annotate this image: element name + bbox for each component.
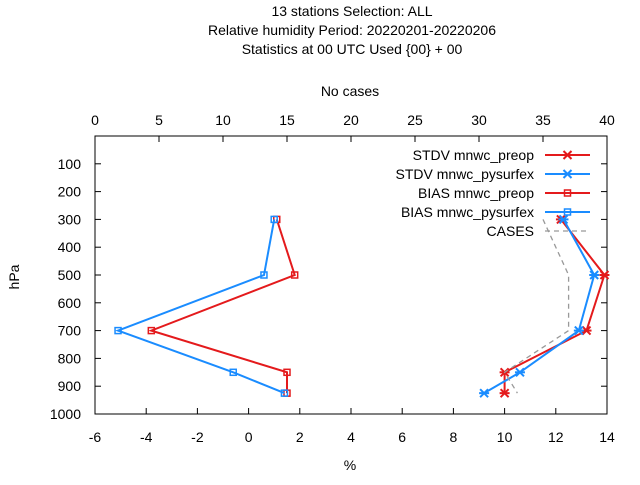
x2-axis-label: No cases xyxy=(321,83,379,99)
legend-label: BIAS mnwc_pysurfex xyxy=(401,204,534,220)
data-point xyxy=(589,270,600,280)
x2-tick-label: 10 xyxy=(215,112,231,128)
y-tick-label: 500 xyxy=(58,267,82,283)
y-tick-label: 700 xyxy=(58,323,82,339)
data-point xyxy=(290,271,299,279)
legend-label: CASES xyxy=(487,223,534,239)
data-point xyxy=(260,271,268,279)
y-axis-label: hPa xyxy=(6,264,22,289)
data-point xyxy=(599,270,610,280)
legend-label: BIAS mnwc_preop xyxy=(418,185,534,201)
data-point xyxy=(499,388,510,398)
legend: STDV mnwc_preop STDV mnwc_pysurfex BIAS mn… xyxy=(396,147,590,239)
series-bias-mnwc-pysurfex xyxy=(114,215,289,397)
series-line xyxy=(115,219,285,395)
y-tick-label: 100 xyxy=(58,156,82,172)
legend-entry: CASES xyxy=(487,223,590,239)
legend-marker xyxy=(562,169,573,179)
data-point xyxy=(147,326,156,335)
x-tick-label: -6 xyxy=(89,429,102,445)
series-cases xyxy=(503,219,570,394)
data-point xyxy=(573,325,584,336)
x-tick-label: 14 xyxy=(599,429,615,445)
x-tick-label: 8 xyxy=(450,429,458,445)
chart-title: 13 stations Selection: ALL Relative humi… xyxy=(208,3,496,57)
y-tick-label: 400 xyxy=(58,239,82,255)
y-tick-label: 900 xyxy=(58,378,82,394)
x2-tick-label: 20 xyxy=(343,112,359,128)
y-tick-label: 800 xyxy=(58,350,82,366)
axis-ticks: -6 -4 -2 0 2 4 6 8 10 12 14 0 5 10 15 20 25 30 35 40 100 200 3… xyxy=(50,112,615,445)
y-tick-label: 600 xyxy=(58,295,82,311)
x-tick-label: 12 xyxy=(548,429,564,445)
x2-tick-label: 35 xyxy=(535,112,551,128)
title-line-3: Statistics at 00 UTC Used {00} + 00 xyxy=(242,41,463,57)
legend-label: STDV mnwc_preop xyxy=(413,147,535,163)
x-tick-label: 2 xyxy=(296,429,304,445)
series-layer xyxy=(114,214,610,398)
title-line-1: 13 stations Selection: ALL xyxy=(271,3,432,19)
y-tick-label: 300 xyxy=(58,211,82,227)
x-tick-label: 10 xyxy=(497,429,513,445)
legend-entry: STDV mnwc_preop xyxy=(413,147,590,163)
y-tick-label: 200 xyxy=(58,184,82,200)
data-point xyxy=(114,326,122,335)
x2-tick-label: 0 xyxy=(91,112,99,128)
series-stdv-mnwc-pysurfex xyxy=(479,214,600,398)
legend-marker xyxy=(563,189,572,197)
data-point xyxy=(270,215,278,224)
x-tick-label: -2 xyxy=(191,429,204,445)
legend-marker xyxy=(562,150,573,160)
x-tick-label: 6 xyxy=(398,429,406,445)
x-tick-label: 4 xyxy=(347,429,355,445)
x2-tick-label: 30 xyxy=(471,112,487,128)
legend-entry: BIAS mnwc_preop xyxy=(418,185,590,201)
title-line-2: Relative humidity Period: 20220201-20220… xyxy=(208,22,496,38)
data-point xyxy=(479,388,490,398)
x2-tick-label: 40 xyxy=(599,112,615,128)
y-tick-label: 1000 xyxy=(50,406,81,422)
series-stdv-mnwc-preop xyxy=(499,214,610,398)
series-line xyxy=(148,219,296,394)
x2-tick-label: 15 xyxy=(279,112,295,128)
x2-tick-label: 5 xyxy=(155,112,163,128)
x-tick-label: 0 xyxy=(245,429,253,445)
data-point xyxy=(558,214,569,225)
legend-label: STDV mnwc_pysurfex xyxy=(396,166,534,182)
legend-entry: BIAS mnwc_pysurfex xyxy=(401,204,590,220)
series-line xyxy=(503,219,570,394)
x2-tick-label: 25 xyxy=(407,112,423,128)
data-point xyxy=(514,367,525,378)
series-line xyxy=(483,218,596,394)
x-axis-label: % xyxy=(344,457,356,473)
legend-entry: STDV mnwc_pysurfex xyxy=(396,166,590,182)
x-tick-label: -4 xyxy=(140,429,153,445)
data-point xyxy=(229,368,237,377)
data-point xyxy=(280,389,289,397)
data-point xyxy=(283,368,291,377)
legend-marker xyxy=(563,208,572,216)
